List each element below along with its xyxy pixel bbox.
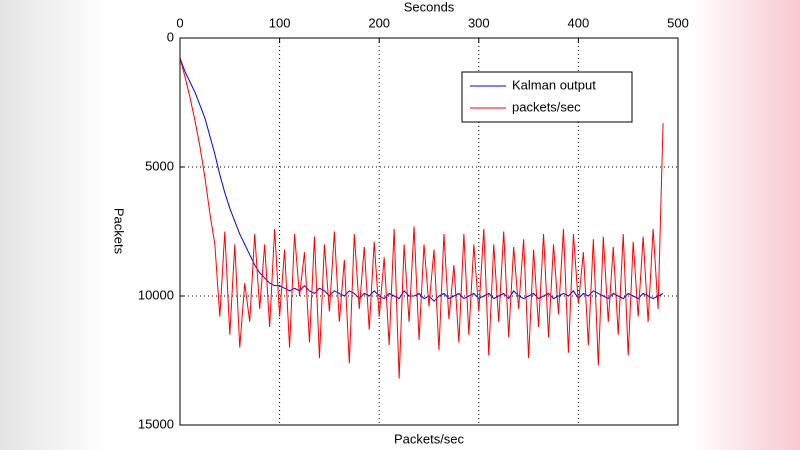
chart-title: Packets/sec — [394, 431, 465, 446]
x-tick-label: 500 — [667, 15, 689, 30]
backdrop-right — [690, 0, 800, 450]
x-tick-label: 400 — [568, 15, 590, 30]
legend-label: packets/sec — [512, 99, 581, 114]
x-tick-label: 100 — [269, 15, 291, 30]
x-axis-label: Seconds — [404, 0, 455, 14]
y-axis-label: Packets — [112, 208, 127, 255]
y-tick-label: 0 — [167, 29, 174, 44]
data-line — [179, 57, 664, 379]
legend-box — [461, 71, 633, 123]
x-tick-label: 200 — [368, 15, 390, 30]
backdrop-left — [0, 0, 110, 450]
plot-frame — [179, 37, 679, 426]
y-tick-label: 15000 — [138, 416, 174, 431]
y-tick-label: 10000 — [138, 287, 174, 302]
x-tick-label: 0 — [176, 15, 183, 30]
y-tick-label: 5000 — [145, 158, 174, 173]
legend-label: Kalman output — [512, 77, 596, 92]
x-tick-label: 300 — [468, 15, 490, 30]
